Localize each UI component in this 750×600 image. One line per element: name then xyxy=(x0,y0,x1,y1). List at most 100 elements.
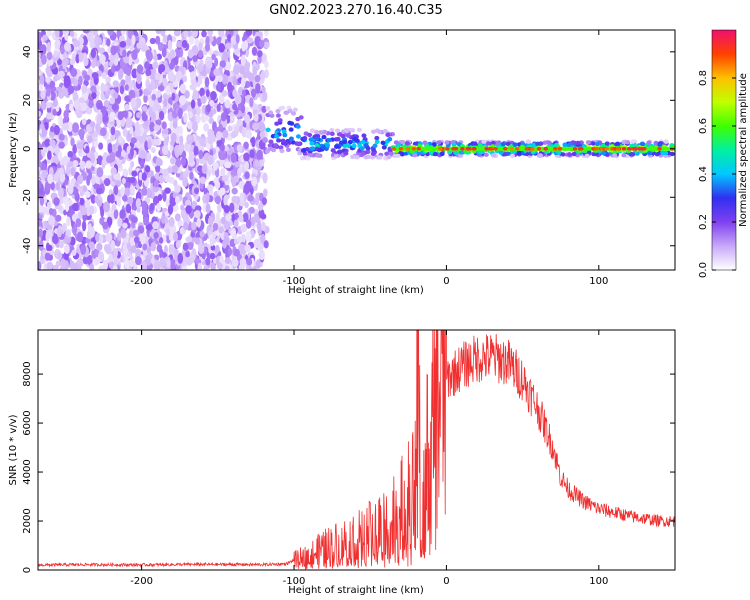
spectrogram-cell-noise xyxy=(41,54,47,65)
spectrogram-cell-signal-taper xyxy=(360,151,366,156)
spectrogram-cell-noise xyxy=(129,176,136,184)
spectrogram-cell-noise xyxy=(67,121,73,133)
spectrogram-cell-noise xyxy=(262,137,268,144)
snr-plot-area xyxy=(38,330,675,570)
spectrogram-cell-noise xyxy=(177,219,183,228)
spectrogram-cell-signal-start xyxy=(279,148,285,154)
spectrogram-cell-noise xyxy=(222,51,229,61)
spectrogram-cell-noise xyxy=(178,125,183,136)
spectrogram-cell-noise xyxy=(101,84,109,92)
spectrogram-cell-noise xyxy=(197,63,204,72)
spectrogram-cell-noise xyxy=(251,46,258,56)
spectrogram-cell-noise xyxy=(218,150,225,160)
spectrogram-cell-signal-line xyxy=(614,142,620,147)
spectrogram-cell-noise xyxy=(208,133,216,143)
spectrogram-cell-noise xyxy=(88,170,93,180)
spectrogram-cell-noise xyxy=(219,187,226,196)
spectrogram-cell-noise xyxy=(94,195,99,204)
spectrogram-cell-noise xyxy=(170,258,176,270)
spectrogram-cell-signal-taper xyxy=(371,148,377,153)
spectrogram-cell-noise xyxy=(73,223,78,234)
colorbar-label: Normalized spectral amplitude xyxy=(738,73,749,227)
spectrogram-cell-noise xyxy=(45,102,52,109)
spectrogram-cell-noise xyxy=(144,61,150,70)
spectrogram-cell-noise xyxy=(62,155,70,166)
spectrogram-cell-noise xyxy=(168,233,175,242)
spectrogram-cell-noise xyxy=(218,42,225,53)
spectrogram-cell-noise xyxy=(160,214,166,224)
spectrogram-cell-signal-taper xyxy=(302,135,308,141)
spectrogram-cell-signal-line xyxy=(601,150,607,156)
spectrogram-cell-signal-taper xyxy=(333,154,339,159)
spectrogram-cell-noise xyxy=(111,102,119,112)
spectrogram-cell-signal-taper xyxy=(377,129,383,134)
spectrogram-cell-noise xyxy=(216,262,223,270)
spectrogram-y-ticks: -40 -20 0 20 40 xyxy=(22,45,675,254)
spectrogram-cell-noise xyxy=(168,62,175,70)
spectrogram-cell-noise xyxy=(84,191,91,198)
spectrogram-cell-signal-peak xyxy=(543,146,548,151)
spectrogram-cell-noise xyxy=(147,83,153,93)
spectrogram-cell-signal-taper xyxy=(329,131,335,137)
spectrogram-cell-noise xyxy=(65,103,71,112)
spectrogram-cell-noise xyxy=(91,71,99,79)
spectrogram-cell-noise xyxy=(41,127,46,138)
spectrogram-cell-noise xyxy=(107,30,114,36)
spectrogram-cell-signal-line xyxy=(395,153,401,159)
spectrogram-cell-noise xyxy=(138,171,143,181)
spectrogram-cell-noise xyxy=(252,122,260,131)
spectrogram-cell-noise xyxy=(178,95,186,106)
spectrogram-cell-noise xyxy=(233,64,241,75)
spectrogram-cell-noise xyxy=(106,155,113,164)
spectrogram-cell-noise xyxy=(243,161,250,171)
spectrogram-cell-noise xyxy=(263,30,269,37)
spectrogram-cell-noise xyxy=(81,185,88,192)
spectrogram-cell-noise xyxy=(247,194,254,202)
spectrogram-cell-signal-taper xyxy=(345,133,351,138)
spectrogram-cell-noise xyxy=(131,34,136,46)
spectrogram-cell-noise xyxy=(140,235,146,246)
spectrogram-cell-noise xyxy=(238,65,246,75)
spectrogram-cell-noise xyxy=(55,214,62,222)
spectrogram-cell-noise xyxy=(64,201,70,213)
spectrogram-cell-noise xyxy=(100,206,105,218)
spectrogram-cell-noise xyxy=(120,30,126,36)
spectrogram-cell-signal-taper xyxy=(315,153,321,158)
spectrogram-cell-signal-start xyxy=(278,145,284,150)
spectrogram-cell-noise xyxy=(252,65,258,76)
spectrogram-cell-noise xyxy=(135,111,142,119)
spectrogram-cell-noise xyxy=(258,39,265,48)
spectrogram-cell-noise xyxy=(192,121,198,132)
spectrogram-cell-signal-start xyxy=(265,106,271,111)
spectrogram-y-tick-label: 0 xyxy=(22,146,33,152)
spectrogram-cell-noise xyxy=(105,232,113,243)
spectrogram-cell-noise xyxy=(216,139,223,147)
spectrogram-cell-noise xyxy=(200,95,207,104)
spectrogram-cell-noise xyxy=(42,34,48,41)
spectrogram-cell-noise xyxy=(85,160,92,169)
spectrogram-cell-signal-line xyxy=(491,153,497,158)
spectrogram-cell-noise xyxy=(253,213,260,223)
spectrogram-cell-noise xyxy=(99,54,106,64)
spectrogram-cell-noise xyxy=(115,180,122,187)
spectrogram-cell-signal-start xyxy=(273,143,279,148)
spectrogram-cell-noise xyxy=(215,212,221,223)
spectrogram-y-tick-label: 40 xyxy=(22,45,33,58)
spectrogram-cell-noise xyxy=(253,238,261,249)
spectrogram-cell-noise xyxy=(105,244,112,255)
spectrogram-cell-signal-peak xyxy=(493,146,498,151)
spectrogram-cell-signal-taper xyxy=(370,151,376,156)
snr-y-ticks: 0 2000 4000 6000 8000 xyxy=(22,361,675,573)
spectrogram-cell-noise xyxy=(240,77,246,89)
spectrogram-cell-signal-peak xyxy=(591,146,596,151)
spectrogram-cell-noise xyxy=(181,39,188,49)
snr-x-label: Height of straight line (km) xyxy=(288,585,424,596)
spectrogram-cell-signal-taper xyxy=(384,151,390,157)
spectrogram-cell-noise xyxy=(39,194,45,206)
spectrogram-cell-signal-taper xyxy=(347,139,353,145)
spectrogram-cell-noise xyxy=(120,118,126,127)
spectrogram-cell-noise xyxy=(219,255,224,264)
spectrogram-cell-signal-taper xyxy=(356,127,362,133)
spectrogram-cell-noise xyxy=(58,141,65,149)
spectrogram-cell-noise xyxy=(259,131,266,139)
